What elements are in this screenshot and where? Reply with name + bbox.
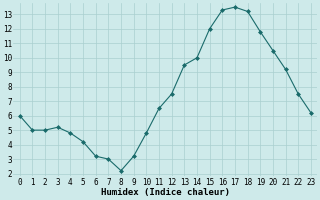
X-axis label: Humidex (Indice chaleur): Humidex (Indice chaleur) [101,188,230,197]
